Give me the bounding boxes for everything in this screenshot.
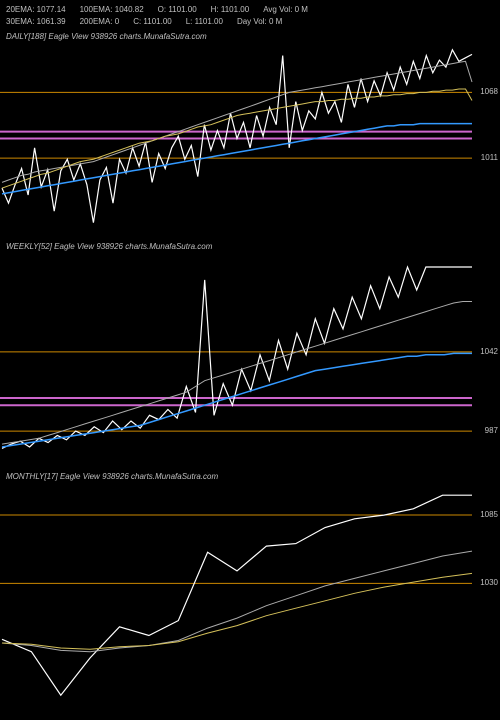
monthly-ylabel: 1030 bbox=[480, 578, 498, 587]
monthly-series-price bbox=[2, 495, 472, 695]
monthly-panel: MONTHLY[17] Eagle View 938926 charts.Mun… bbox=[0, 470, 500, 720]
low-label: L: 1101.00 bbox=[186, 16, 223, 28]
weekly-series-ema20 bbox=[2, 302, 472, 445]
ema20-label: 20EMA: 1077.14 bbox=[6, 4, 66, 16]
daily-chart bbox=[0, 30, 500, 240]
daily-panel: DAILY[188] Eagle View 938926 charts.Muna… bbox=[0, 30, 500, 240]
ema200-label: 200EMA: 0 bbox=[80, 16, 120, 28]
high-label: H: 1101.00 bbox=[211, 4, 250, 16]
ema30-label: 30EMA: 1061.39 bbox=[6, 16, 66, 28]
avgvol-label: Avg Vol: 0 M bbox=[263, 4, 308, 16]
monthly-series-ema20 bbox=[2, 551, 472, 652]
daily-series-ema100 bbox=[2, 124, 472, 194]
monthly-series-ema30 bbox=[2, 573, 472, 649]
close-label: C: 1101.00 bbox=[133, 16, 172, 28]
weekly-chart bbox=[0, 240, 500, 470]
weekly-ylabel: 987 bbox=[485, 426, 498, 435]
header-row-1: 20EMA: 1077.14 100EMA: 1040.82 O: 1101.0… bbox=[6, 4, 494, 16]
monthly-ylabel: 1085 bbox=[480, 510, 498, 519]
monthly-chart bbox=[0, 470, 500, 720]
header-row-2: 30EMA: 1061.39 200EMA: 0 C: 1101.00 L: 1… bbox=[6, 16, 494, 28]
ema100-label: 100EMA: 1040.82 bbox=[80, 4, 144, 16]
ema-ohlc-header: 20EMA: 1077.14 100EMA: 1040.82 O: 1101.0… bbox=[0, 0, 500, 28]
dayvol-label: Day Vol: 0 M bbox=[237, 16, 282, 28]
open-label: O: 1101.00 bbox=[158, 4, 197, 16]
daily-ylabel: 1011 bbox=[481, 153, 498, 162]
weekly-series-ema100 bbox=[2, 353, 472, 447]
weekly-ylabel: 1042 bbox=[480, 347, 498, 356]
chart-root: 20EMA: 1077.14 100EMA: 1040.82 O: 1101.0… bbox=[0, 0, 500, 720]
daily-ylabel: 1068 bbox=[480, 87, 498, 96]
daily-series-price bbox=[2, 50, 472, 223]
weekly-panel: WEEKLY[52] Eagle View 938926 charts.Muna… bbox=[0, 240, 500, 470]
